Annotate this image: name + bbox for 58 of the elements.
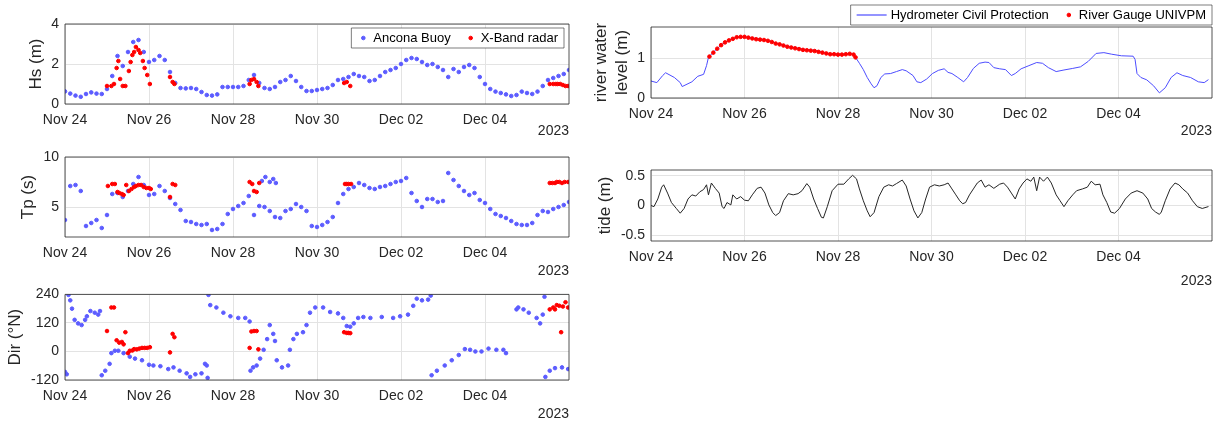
x-tick-label: Nov 24: [42, 387, 88, 404]
x-tick-label: Nov 26: [126, 111, 172, 128]
y-tick-label: 0: [637, 88, 646, 105]
x-tick-label: Nov 30: [294, 244, 340, 261]
x-axis-title: 2023: [537, 405, 570, 422]
x-tick-label: Nov 26: [722, 105, 767, 122]
x-tick-label: Dec 04: [462, 387, 508, 404]
x-tick-label: Dec 02: [378, 387, 424, 404]
x-tick-label: Nov 30: [294, 111, 340, 128]
x-tick-label: Nov 28: [815, 248, 861, 265]
x-tick-label: Nov 30: [909, 248, 954, 265]
y-axis-title: Dir (°N): [5, 308, 25, 366]
y-tick-label: 4: [51, 14, 60, 31]
x-tick-label: Nov 26: [722, 248, 767, 265]
y-axis-title: tide (m): [595, 176, 615, 235]
x-axis-title: 2023: [1180, 122, 1213, 139]
x-tick-label: Nov 30: [909, 105, 954, 122]
legend-label: X-Band radar: [480, 30, 559, 46]
y-tick-label: 0: [637, 196, 646, 213]
x-tick-label: Nov 24: [628, 105, 674, 122]
y-tick-label: 5: [51, 197, 60, 214]
x-tick-label: Dec 02: [378, 111, 424, 128]
y-tick-label: 120: [35, 313, 60, 330]
x-tick-label: Nov 24: [628, 248, 674, 265]
x-tick-label: Dec 02: [378, 244, 424, 261]
x-tick-label: Nov 30: [294, 387, 340, 404]
y-tick-label: 240: [35, 285, 60, 302]
x-axis-title: 2023: [1180, 272, 1213, 289]
x-tick-label: Nov 26: [126, 244, 172, 261]
x-tick-label: Dec 04: [1096, 105, 1141, 122]
x-axis-title: 2023: [537, 122, 570, 139]
y-tick-label: 10: [43, 147, 60, 164]
y-tick-label: 1: [637, 49, 646, 66]
y-axis-title: river water level (m): [591, 22, 631, 103]
y-tick-label: -120: [30, 370, 60, 387]
legend-label: River Gauge UNIVPM: [1078, 7, 1207, 23]
y-axis-title: Hs (m): [25, 38, 45, 90]
x-tick-label: Dec 04: [1096, 248, 1141, 265]
y-tick-label: 2: [51, 54, 60, 71]
x-tick-label: Dec 02: [1002, 248, 1048, 265]
legend-label: Ancona Buoy: [373, 30, 452, 46]
x-tick-label: Nov 24: [42, 111, 88, 128]
x-tick-label: Nov 28: [210, 111, 256, 128]
x-tick-label: Dec 04: [462, 244, 508, 261]
x-tick-label: Dec 04: [462, 111, 508, 128]
y-tick-label: -0.5: [620, 225, 646, 242]
x-tick-label: Nov 28: [210, 244, 256, 261]
x-tick-label: Nov 24: [42, 244, 88, 261]
y-tick-label: 0.5: [625, 166, 646, 183]
x-tick-label: Nov 28: [815, 105, 861, 122]
y-tick-label: 0: [51, 94, 60, 111]
y-axis-title: Tp (s): [17, 174, 37, 220]
x-tick-label: Dec 02: [1002, 105, 1048, 122]
legend-label: Hydrometer Civil Protection: [890, 7, 1049, 23]
x-tick-label: Nov 28: [210, 387, 256, 404]
x-axis-title: 2023: [537, 262, 570, 279]
y-tick-label: 0: [51, 342, 60, 359]
x-tick-label: Nov 26: [126, 387, 172, 404]
